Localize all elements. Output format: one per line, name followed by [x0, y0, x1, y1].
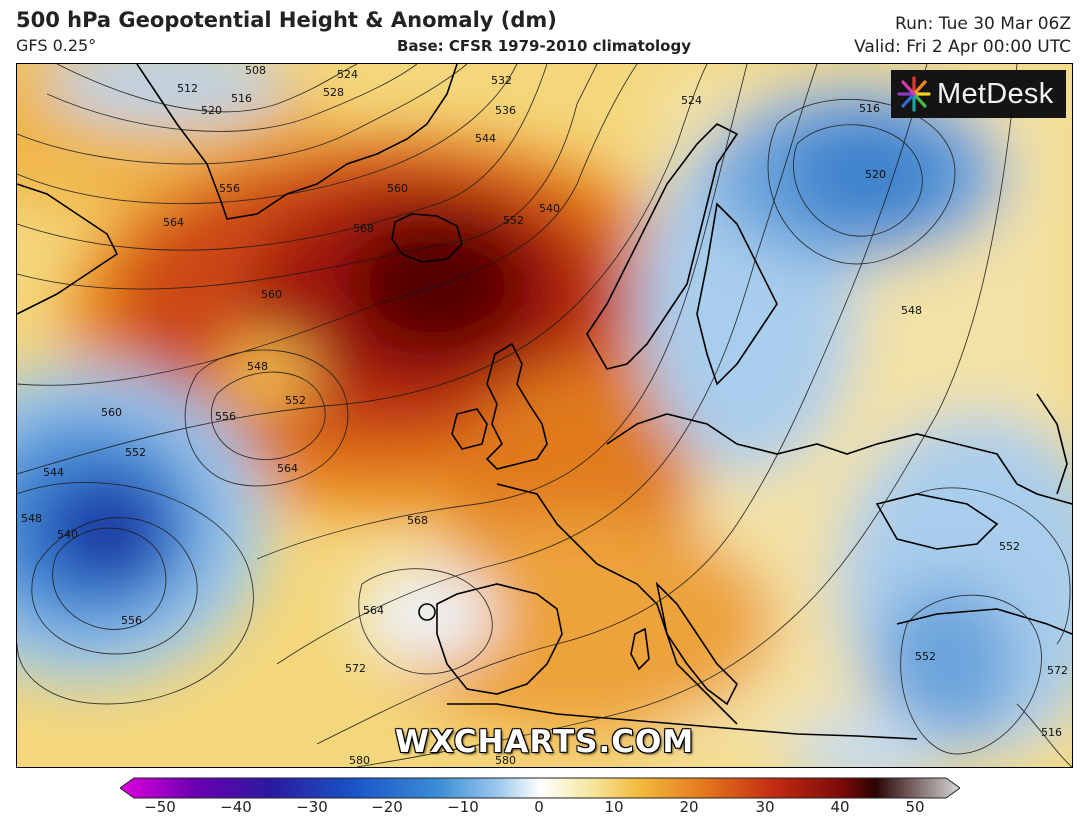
contour-label: 520 [865, 168, 886, 181]
contour-label: 548 [901, 304, 922, 317]
height-contours [17, 64, 1072, 767]
contour-label: 552 [125, 446, 146, 459]
climatology-base: Base: CFSR 1979-2010 climatology [396, 37, 692, 55]
contour-label: 564 [363, 604, 384, 617]
starburst-logo-icon [897, 76, 931, 112]
contour-label: 524 [337, 68, 358, 81]
contour-label: 524 [681, 94, 702, 107]
contour-label: 560 [101, 406, 122, 419]
contour-label: 552 [915, 650, 936, 663]
model-label: GFS 0.25° [16, 36, 97, 55]
anomaly-map: 508 512 516 520 524 528 532 536 544 552 … [16, 63, 1073, 768]
contour-label: 572 [1047, 664, 1068, 677]
contour-label: 572 [345, 662, 366, 675]
contour-label: 560 [387, 182, 408, 195]
valid-time: Valid: Fri 2 Apr 00:00 UTC [854, 37, 1071, 57]
contour-label: 548 [247, 360, 268, 373]
metdesk-logo: MetDesk [891, 70, 1066, 118]
colorbar-tick: 0 [534, 798, 544, 816]
contour-label: 544 [475, 132, 496, 145]
contour-label: 580 [349, 754, 370, 767]
chart-title: 500 hPa Geopotential Height & Anomaly (d… [16, 8, 557, 32]
contour-label: 560 [261, 288, 282, 301]
contour-label: 540 [539, 202, 560, 215]
logo-wordmark: MetDesk [937, 77, 1054, 110]
contour-label: 556 [219, 182, 240, 195]
contour-label: 528 [323, 86, 344, 99]
colorbar-tick: −30 [296, 798, 328, 816]
coastlines [17, 64, 1072, 740]
colorbar-tick: −20 [371, 798, 403, 816]
contour-label: 544 [43, 466, 64, 479]
contour-label: 552 [999, 540, 1020, 553]
contour-label: 516 [859, 102, 880, 115]
contour-label: 552 [285, 394, 306, 407]
colorbar-ticks: −50 −40 −30 −20 −10 0 10 20 30 40 50 [0, 798, 1088, 828]
contour-label: 548 [21, 512, 42, 525]
anomaly-field [17, 64, 1072, 767]
run-time: Run: Tue 30 Mar 06Z [895, 14, 1071, 34]
anomaly-map-svg: 508 512 516 520 524 528 532 536 544 552 … [17, 64, 1072, 767]
colorbar-tick: 20 [679, 798, 699, 816]
contour-label: 520 [201, 104, 222, 117]
colorbar-tick: 40 [830, 798, 850, 816]
contour-label: 580 [495, 754, 516, 767]
contour-label: 556 [215, 410, 236, 423]
watermark: WXCHARTS.COM [394, 724, 695, 760]
contour-label: 540 [57, 528, 78, 541]
contour-label: 568 [353, 222, 374, 235]
contour-label: 564 [277, 462, 298, 475]
colorbar-tick: 30 [755, 798, 775, 816]
contour-label: 552 [503, 214, 524, 227]
contour-label: 516 [1041, 726, 1062, 739]
colorbar-tick: −10 [447, 798, 479, 816]
colorbar-tick: 10 [604, 798, 624, 816]
colorbar-tick: 50 [905, 798, 925, 816]
contour-label: 568 [407, 514, 428, 527]
contour-label: 532 [491, 74, 512, 87]
contour-label: 516 [231, 92, 252, 105]
contour-label-group: 508 512 516 520 524 528 532 536 544 552 … [21, 64, 1068, 767]
colorbar-tick: −40 [220, 798, 252, 816]
colorbar-gradient [120, 777, 960, 799]
contour-label: 512 [177, 82, 198, 95]
contour-label: 556 [121, 614, 142, 627]
contour-label: 564 [163, 216, 184, 229]
anomaly-colorbar [120, 777, 960, 799]
contour-label: 508 [245, 64, 266, 77]
colorbar-tick: −50 [144, 798, 176, 816]
contour-label: 536 [495, 104, 516, 117]
